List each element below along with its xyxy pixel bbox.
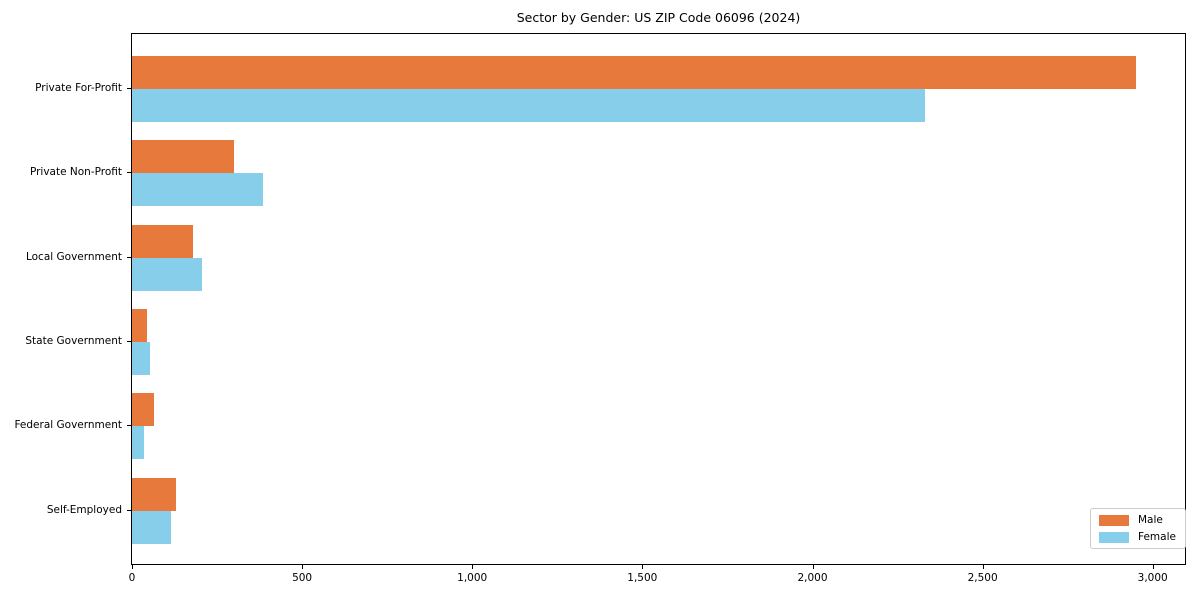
- y-tick-label: Local Government: [25, 250, 122, 263]
- x-tick-label: 1,500: [627, 572, 658, 584]
- y-tick-label: Federal Government: [14, 419, 122, 432]
- y-tick-label: Self-Employed: [46, 503, 122, 516]
- x-tick-label: 2,000: [797, 572, 828, 584]
- legend-swatch: [1099, 514, 1129, 526]
- bar: [132, 173, 263, 207]
- bar: [132, 140, 235, 174]
- bar: [132, 341, 150, 375]
- legend: Male Female: [1090, 508, 1186, 549]
- legend-label: Female: [1138, 531, 1176, 543]
- x-tick-mark: [132, 565, 133, 569]
- bar: [132, 89, 925, 122]
- legend-label: Male: [1138, 514, 1163, 526]
- x-tick-label: 1,000: [457, 572, 488, 584]
- bar: [132, 477, 177, 511]
- x-tick-label: 500: [292, 572, 313, 584]
- y-tick-mark: [127, 509, 131, 511]
- y-tick-mark: [127, 425, 131, 427]
- x-tick-mark: [472, 565, 474, 569]
- legend-swatch: [1099, 531, 1129, 543]
- x-tick-mark: [642, 565, 644, 569]
- y-tick-label: Private Non-Profit: [29, 166, 122, 179]
- y-tick-label: State Government: [25, 334, 122, 347]
- bar: [132, 257, 203, 291]
- chart-title: Sector by Gender: US ZIP Code 06096 (202…: [516, 10, 801, 25]
- x-tick-label: 2,500: [967, 572, 998, 584]
- bar: [132, 56, 1136, 89]
- y-tick-label: Private For-Profit: [35, 82, 122, 94]
- y-tick-mark: [127, 256, 131, 258]
- x-tick-label: 3,000: [1137, 572, 1168, 584]
- bar: [132, 426, 144, 460]
- x-tick-label: 0: [128, 572, 136, 584]
- bar: [132, 393, 155, 427]
- legend-entry: Male: [1099, 514, 1176, 526]
- x-tick-mark: [302, 565, 304, 569]
- y-tick-mark: [127, 172, 131, 174]
- y-tick-mark: [127, 340, 131, 342]
- bar: [132, 308, 148, 342]
- x-tick-mark: [812, 565, 814, 569]
- plot-area: [131, 33, 1186, 565]
- y-tick-mark: [127, 88, 131, 89]
- bar: [132, 224, 194, 258]
- legend-entry: Female: [1099, 531, 1176, 543]
- x-tick-mark: [1152, 565, 1154, 569]
- bar: [132, 510, 172, 544]
- x-tick-mark: [982, 565, 984, 569]
